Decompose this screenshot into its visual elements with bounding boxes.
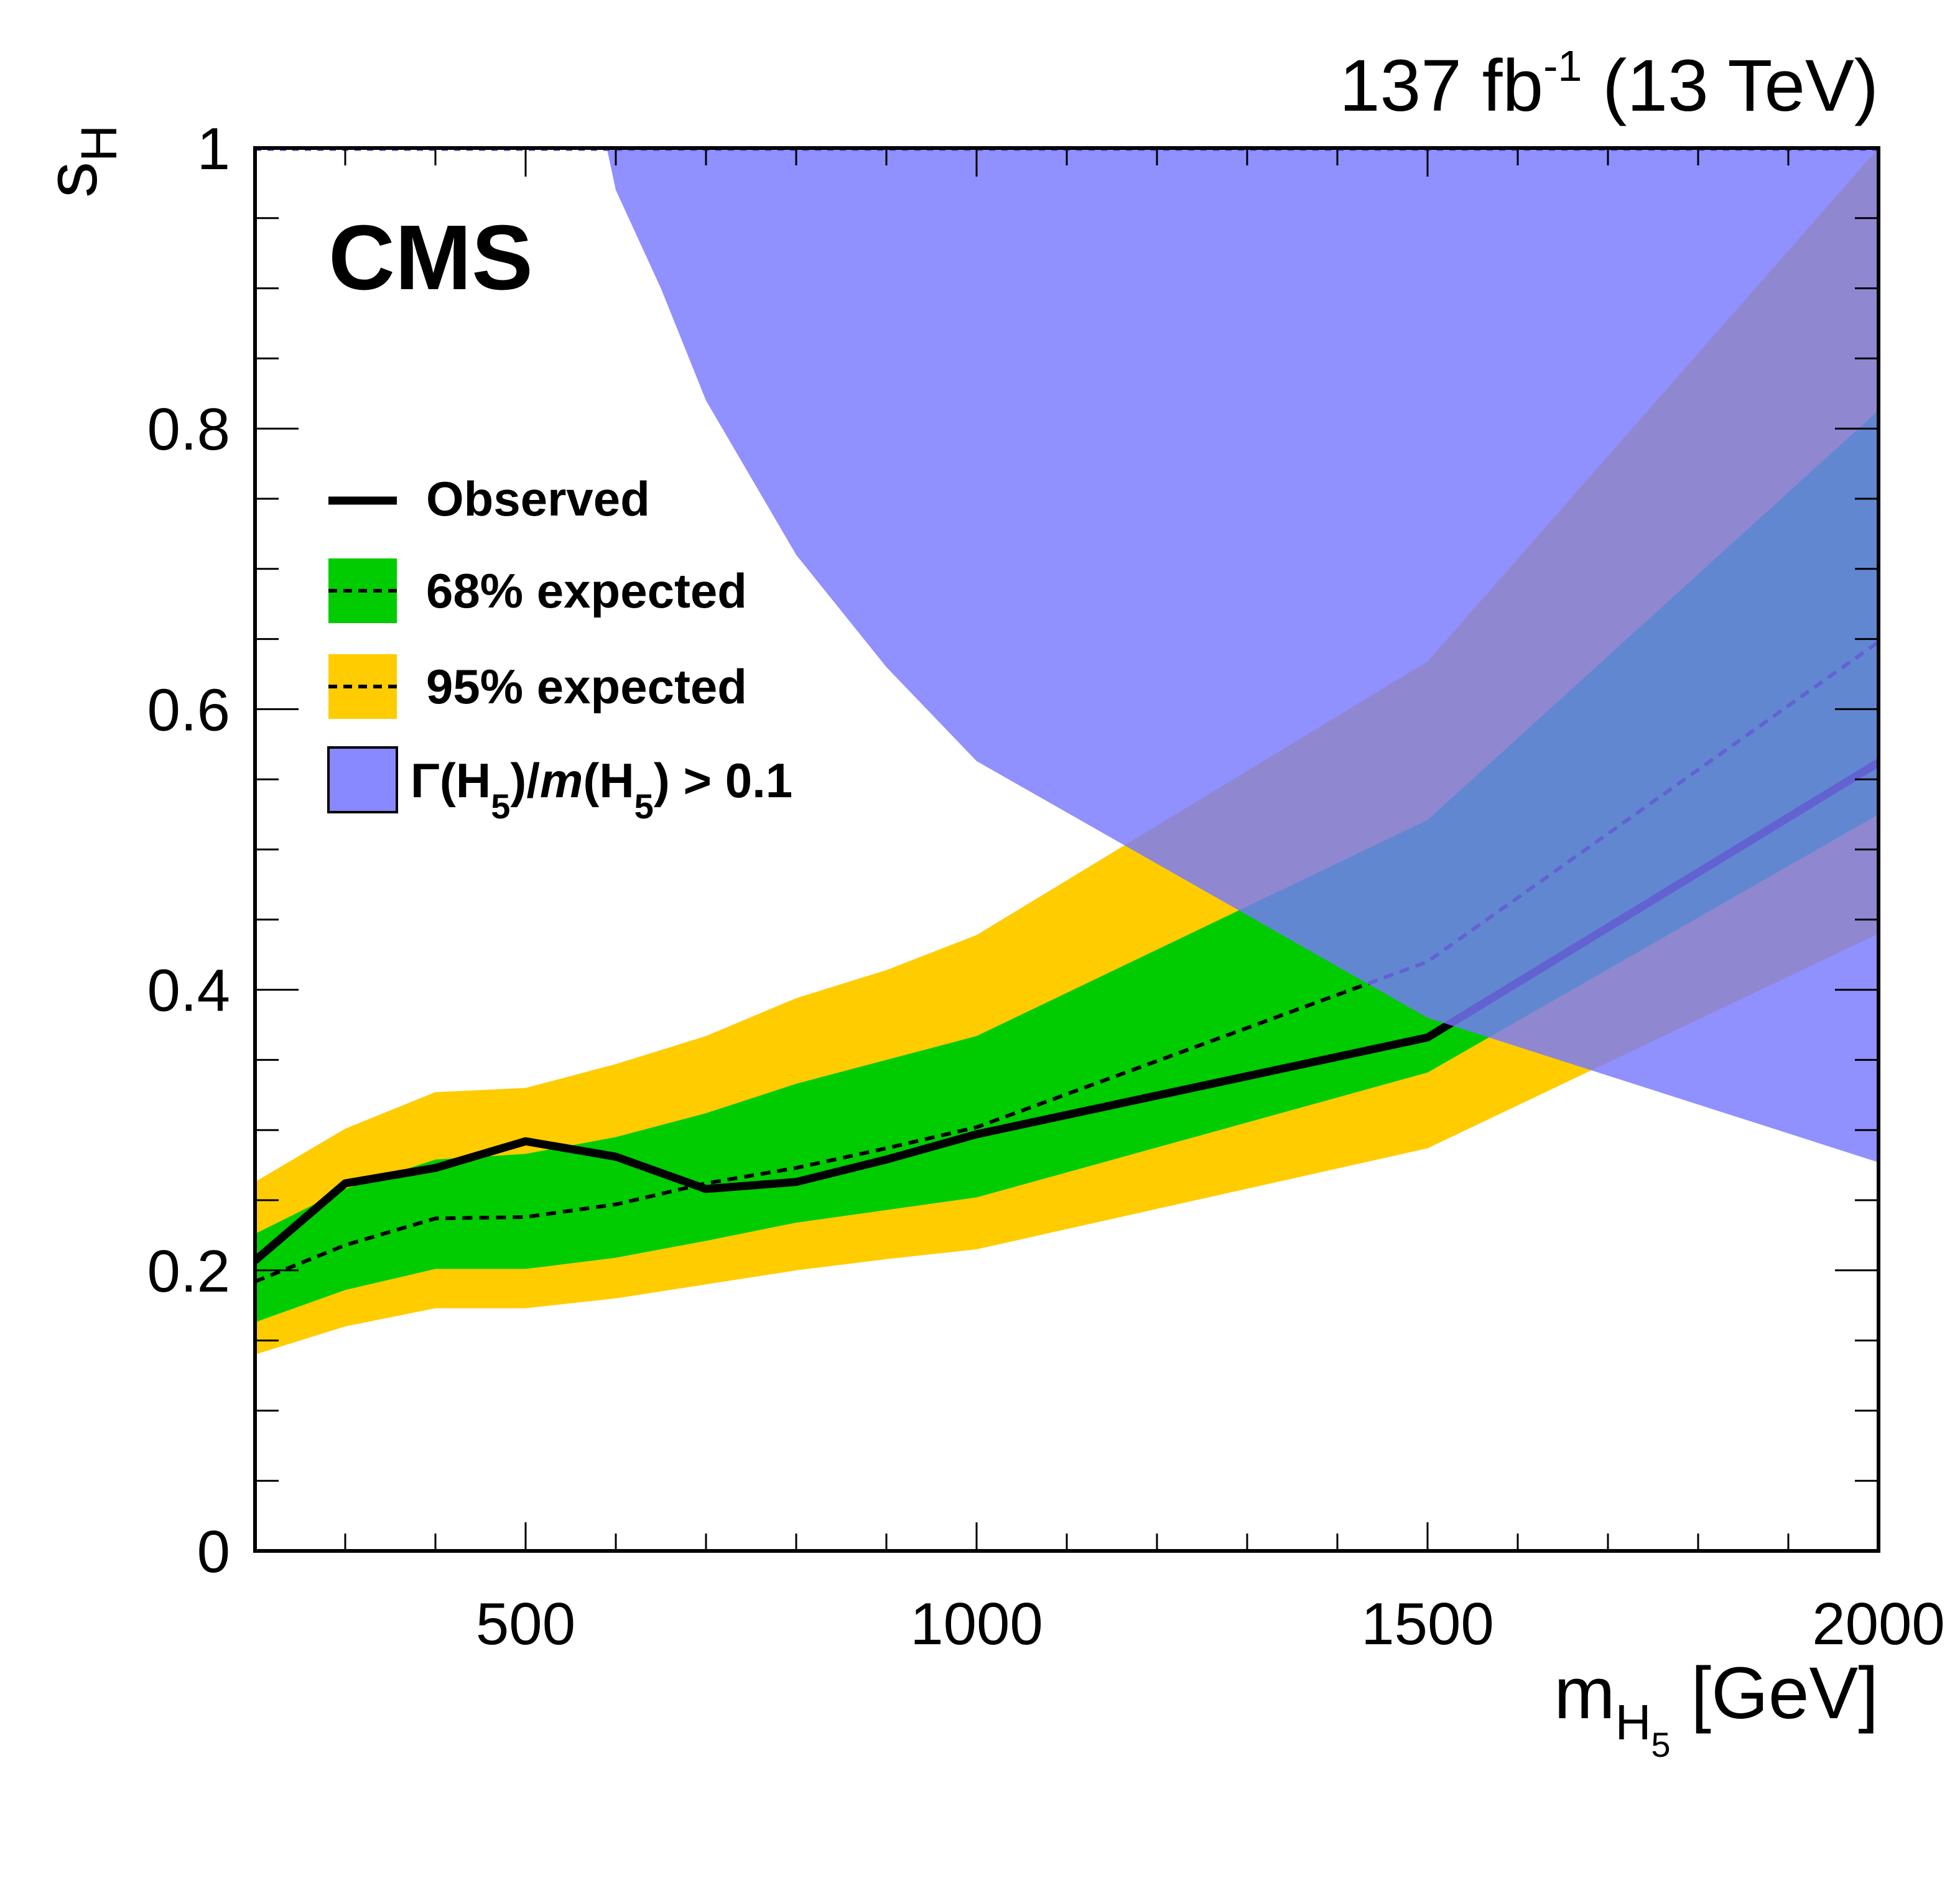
experiment-label: CMS — [328, 206, 533, 309]
y-axis-title: sH — [31, 125, 128, 198]
axis-ticks — [255, 148, 1879, 1551]
expected-median-line — [255, 640, 1879, 1284]
tick-labels: 500 1000 1500 2000 0 0.2 0.4 0.6 0.8 1 — [147, 116, 1945, 1657]
y-tick-label: 0.2 — [147, 1238, 230, 1305]
x-tick-label: 2000 — [1812, 1591, 1945, 1657]
legend-68-label: 68% expected — [426, 563, 747, 618]
observed-line — [255, 759, 1879, 1264]
y-tick-label: 0.8 — [147, 396, 230, 463]
legend: Observed 68% expected 95% expected Γ(H5)… — [327, 471, 792, 826]
band-95-expected — [255, 148, 1879, 1355]
legend-95-label: 95% expected — [426, 659, 747, 714]
x-axis-title: mH5 [GeV] — [1554, 1652, 1879, 1764]
x-tick-label: 1000 — [910, 1591, 1043, 1657]
excluded-width-region — [606, 148, 1879, 1163]
legend-width-swatch — [327, 746, 398, 813]
y-tick-label: 1 — [197, 116, 230, 182]
y-tick-label: 0.6 — [147, 677, 230, 743]
x-tick-label: 500 — [476, 1591, 575, 1657]
legend-observed-label: Observed — [426, 471, 650, 526]
y-tick-label: 0 — [197, 1519, 230, 1585]
limit-lines — [255, 640, 1879, 1284]
legend-width-label: Γ(H5)/m(H5) > 0.1 — [411, 753, 792, 826]
x-tick-label: 1500 — [1361, 1591, 1494, 1657]
y-tick-label: 0.4 — [147, 958, 230, 1024]
lumi-label: 137 fb-1 (13 TeV) — [1339, 42, 1879, 127]
